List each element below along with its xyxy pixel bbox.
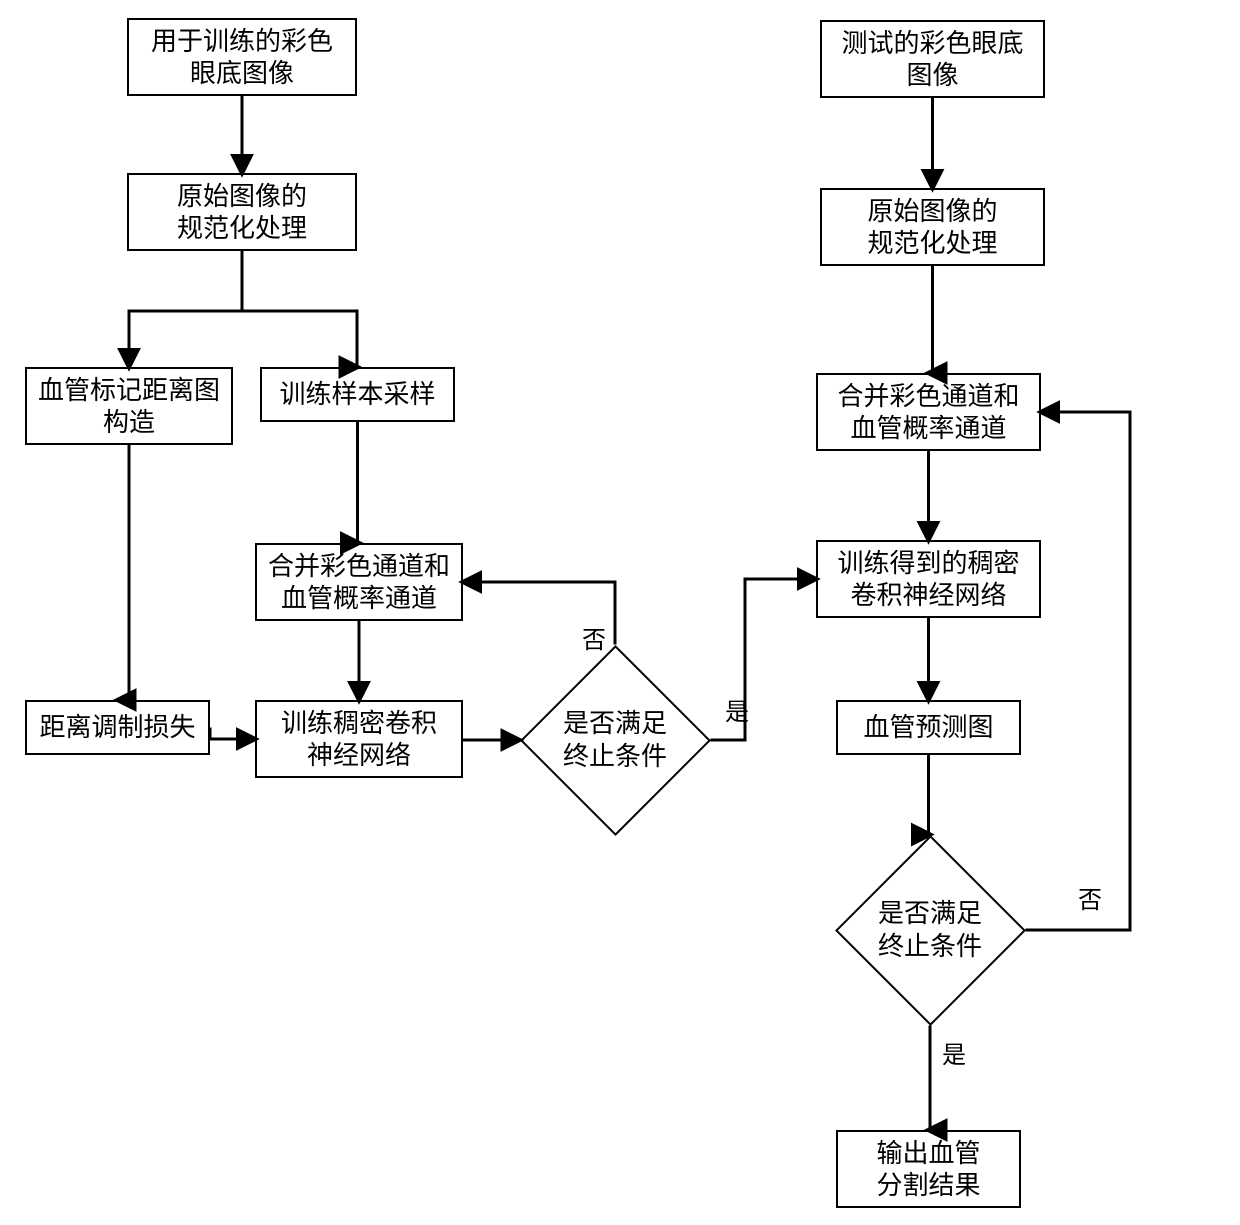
node-test-norm: 原始图像的 规范化处理 [820,188,1045,266]
node-output: 输出血管 分割结果 [836,1130,1021,1208]
node-dist-map: 血管标记距离图 构造 [25,367,233,445]
label-train-yes: 是 [725,692,749,727]
node-test-input: 测试的彩色眼底 图像 [820,20,1045,98]
decision-train-shape [520,645,711,836]
node-merge-test: 合并彩色通道和 血管概率通道 [816,373,1041,451]
node-train-input: 用于训练的彩色 眼底图像 [127,18,357,96]
node-sample: 训练样本采样 [260,367,455,422]
label-train-no: 否 [582,620,606,655]
node-dist-loss: 距离调制损失 [25,700,210,755]
node-trained-net: 训练得到的稠密 卷积神经网络 [816,540,1041,618]
label-test-no: 否 [1078,880,1102,915]
decision-test-shape [835,835,1026,1026]
node-train-norm: 原始图像的 规范化处理 [127,173,357,251]
node-predict: 血管预测图 [836,700,1021,755]
node-merge-train: 合并彩色通道和 血管概率通道 [255,543,463,621]
node-train-net: 训练稠密卷积 神经网络 [255,700,463,778]
label-test-yes: 是 [942,1035,966,1070]
